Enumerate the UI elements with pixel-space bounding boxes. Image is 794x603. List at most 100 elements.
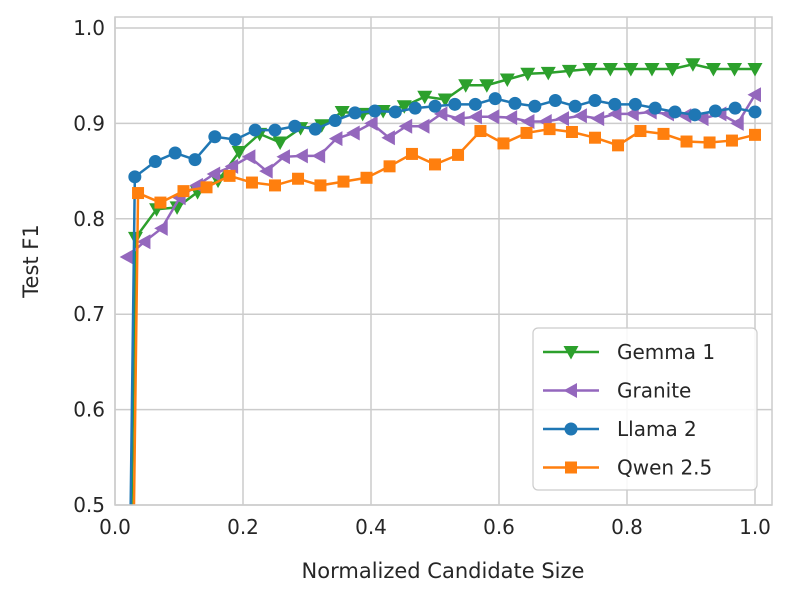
data-point xyxy=(132,187,145,200)
data-point xyxy=(588,94,602,108)
data-point xyxy=(314,179,327,192)
legend-box xyxy=(532,327,758,491)
data-point xyxy=(634,125,647,138)
data-point xyxy=(628,97,642,111)
data-point xyxy=(705,63,721,77)
data-point xyxy=(128,170,142,184)
data-point xyxy=(208,130,222,144)
data-point xyxy=(474,125,487,138)
data-point xyxy=(429,158,441,171)
data-point xyxy=(479,79,495,93)
data-point xyxy=(612,139,625,152)
data-point xyxy=(288,119,302,133)
data-point xyxy=(602,63,618,77)
y-tick-label: 0.5 xyxy=(73,493,105,517)
data-point xyxy=(748,105,762,119)
series-llama-2 xyxy=(128,92,762,505)
data-point xyxy=(685,58,701,72)
data-point xyxy=(381,130,395,146)
data-point xyxy=(405,147,418,160)
data-point xyxy=(568,99,582,113)
x-tick-label: 0.8 xyxy=(611,515,643,539)
data-point xyxy=(223,169,236,182)
data-point xyxy=(136,234,151,250)
data-point xyxy=(360,171,373,184)
data-point xyxy=(520,67,536,82)
data-point xyxy=(543,123,556,136)
data-point xyxy=(520,126,533,139)
y-tick-label: 0.8 xyxy=(73,207,105,231)
data-point xyxy=(228,133,242,147)
data-point xyxy=(311,148,326,164)
data-point xyxy=(468,109,482,125)
data-point xyxy=(485,109,500,125)
data-point xyxy=(428,99,442,113)
data-point xyxy=(548,94,562,108)
data-point xyxy=(308,122,322,136)
data-point xyxy=(383,160,396,173)
data-point xyxy=(730,115,744,131)
data-point xyxy=(346,125,360,141)
data-point xyxy=(695,111,709,127)
data-point xyxy=(703,136,716,149)
y-tick-label: 0.7 xyxy=(73,302,105,326)
y-tick-label: 1.0 xyxy=(73,16,105,40)
legend-label: Qwen 2.5 xyxy=(617,456,712,480)
data-point xyxy=(664,63,680,77)
x-tick-label: 0.6 xyxy=(483,515,515,539)
data-point xyxy=(292,172,305,185)
data-point xyxy=(241,149,256,165)
data-point xyxy=(725,134,738,147)
data-point xyxy=(398,118,413,134)
data-point xyxy=(452,148,465,161)
data-point xyxy=(749,128,761,141)
legend-label: Gemma 1 xyxy=(617,340,715,364)
data-point xyxy=(458,79,474,93)
data-point xyxy=(231,146,247,160)
data-point xyxy=(364,115,378,131)
data-point xyxy=(488,92,502,106)
data-point xyxy=(200,181,213,194)
legend-marker xyxy=(565,461,577,474)
data-point xyxy=(708,104,722,118)
legend-label: Granite xyxy=(617,379,691,403)
data-point xyxy=(154,220,168,236)
series-granite xyxy=(119,87,761,265)
data-point xyxy=(728,101,742,115)
data-point xyxy=(272,136,288,150)
data-point xyxy=(590,111,605,127)
data-point xyxy=(499,73,515,88)
data-point xyxy=(268,123,282,137)
data-point xyxy=(448,97,462,111)
data-point xyxy=(388,105,402,119)
legend: Gemma 1 Granite Llama 2 Qwen 2.5 xyxy=(532,327,758,491)
tick-labels: 0.0 0.2 0.4 0.6 0.8 1.0 0.5 0.6 0.7 0.8 0.9 1.0 xyxy=(73,16,771,539)
data-point xyxy=(565,125,578,138)
legend-label: Llama 2 xyxy=(617,417,697,441)
data-point xyxy=(337,175,350,188)
data-point xyxy=(437,93,453,108)
data-point xyxy=(177,185,190,198)
data-point xyxy=(747,63,763,77)
data-point xyxy=(451,111,465,127)
data-point xyxy=(668,105,682,119)
data-point xyxy=(415,118,430,134)
data-point xyxy=(368,104,382,118)
x-tick-label: 0.2 xyxy=(227,515,259,539)
data-point xyxy=(561,64,577,79)
data-point xyxy=(677,108,692,124)
plot-frame xyxy=(114,16,773,506)
data-point xyxy=(623,63,639,77)
data-point xyxy=(607,106,622,122)
x-tick-label: 0.4 xyxy=(355,515,387,539)
legend-marker xyxy=(563,346,579,360)
data-point xyxy=(276,149,290,165)
data-point xyxy=(328,131,343,147)
data-point xyxy=(433,106,448,122)
x-tick-label: 0.0 xyxy=(99,515,131,539)
data-point xyxy=(408,101,422,115)
data-point xyxy=(468,97,482,111)
data-point xyxy=(503,110,518,126)
data-point xyxy=(680,135,693,148)
data-point xyxy=(648,101,662,115)
